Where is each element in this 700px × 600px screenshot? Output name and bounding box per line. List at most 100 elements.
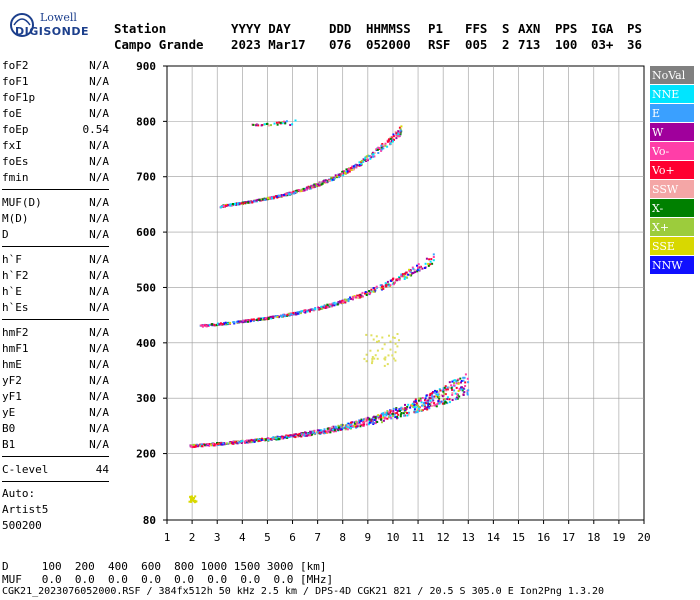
echo-point — [382, 287, 385, 290]
echo-point — [333, 177, 336, 180]
y-tick-label: 500 — [136, 281, 156, 294]
echo-point — [444, 393, 447, 396]
echo-point — [398, 276, 400, 279]
echo-point — [252, 318, 255, 321]
echo-point — [195, 444, 197, 447]
legend-item-x-: X+ — [650, 218, 694, 237]
echo-point — [466, 393, 469, 396]
echo-point — [425, 406, 428, 409]
echo-point — [389, 411, 392, 414]
echo-point — [384, 142, 387, 145]
x-tick-label: 3 — [214, 531, 221, 544]
echo-point — [431, 395, 434, 398]
echo-point — [432, 399, 435, 402]
echo-point — [451, 388, 454, 391]
echo-point — [281, 122, 284, 125]
echo-point — [454, 398, 457, 401]
echo-point — [319, 182, 322, 185]
echo-point — [427, 403, 430, 406]
param-row: fxI N/A — [2, 138, 109, 154]
echo-point — [403, 278, 406, 280]
echo-point — [396, 415, 399, 418]
echo-point — [236, 442, 239, 445]
param-name: C-level — [2, 463, 49, 476]
echo-point — [344, 298, 347, 301]
echo-point — [388, 334, 390, 337]
echo-point — [261, 437, 263, 440]
echo-point — [326, 431, 329, 434]
echo-point — [431, 398, 434, 401]
echo-point — [460, 386, 463, 389]
echo-point — [261, 198, 264, 201]
echo-point — [425, 399, 428, 402]
echo-point — [262, 317, 265, 319]
echo-point — [355, 426, 358, 429]
echo-point — [257, 124, 260, 127]
echo-point — [301, 433, 304, 436]
echo-point — [394, 130, 397, 133]
echo-point — [337, 426, 340, 429]
echo-point — [379, 414, 382, 417]
echo-point — [389, 142, 392, 145]
echo-point — [407, 413, 410, 416]
echo-point — [202, 324, 205, 327]
echo-point — [450, 384, 453, 387]
param-value: N/A — [89, 75, 109, 88]
echo-point — [392, 135, 395, 138]
echo-point — [358, 161, 361, 164]
echo-point — [383, 364, 386, 367]
echo-point — [336, 303, 339, 306]
echo-point — [418, 397, 421, 400]
echo-point — [188, 500, 191, 503]
param-row: C-level 44 — [2, 462, 109, 478]
x-tick-label: 15 — [512, 531, 525, 544]
echo-point — [435, 395, 438, 398]
echo-point — [287, 192, 290, 195]
echo-point — [260, 124, 263, 127]
echo-point — [443, 402, 446, 405]
echo-point — [424, 262, 427, 265]
param-name: h`F — [2, 253, 22, 266]
echo-point — [345, 425, 348, 428]
echo-point — [436, 394, 439, 396]
echo-point — [464, 373, 467, 376]
echo-point — [366, 155, 368, 158]
echo-point — [263, 438, 266, 440]
echo-point — [411, 266, 414, 269]
echo-point — [361, 295, 364, 298]
param-value: N/A — [89, 301, 109, 314]
echo-point — [394, 359, 397, 362]
echo-point — [463, 376, 466, 379]
echo-point — [267, 197, 270, 200]
echo-point — [275, 438, 278, 441]
echo-point — [356, 294, 359, 297]
echo-point — [363, 157, 366, 160]
echo-point — [417, 266, 419, 269]
y-tick-label: 800 — [136, 115, 156, 128]
echo-point — [392, 409, 395, 412]
direction-legend: NoVal NNE E W Vo- Vo+ SSW X- X+ SSE NNW — [650, 66, 694, 275]
echo-point — [283, 193, 285, 196]
hdr-value-s: 2 — [502, 37, 510, 52]
echo-point — [307, 187, 310, 190]
echo-point — [429, 263, 432, 266]
echo-point — [428, 407, 431, 410]
echo-point — [326, 306, 329, 309]
echo-point — [295, 189, 298, 192]
echo-point — [438, 398, 441, 400]
echo-point — [210, 444, 213, 447]
echo-point — [349, 426, 352, 429]
echo-point — [345, 168, 348, 171]
echo-point — [395, 132, 398, 135]
echo-point — [374, 354, 377, 357]
echo-point — [334, 174, 337, 177]
echo-point — [389, 137, 392, 140]
echo-point — [424, 399, 426, 402]
echo-point — [293, 192, 295, 195]
param-value: N/A — [89, 358, 109, 371]
echo-point — [319, 307, 321, 309]
echo-point — [312, 431, 315, 434]
param-row: M(D) N/A — [2, 211, 109, 227]
param-name: yF1 — [2, 390, 22, 403]
echo-point — [452, 384, 455, 387]
